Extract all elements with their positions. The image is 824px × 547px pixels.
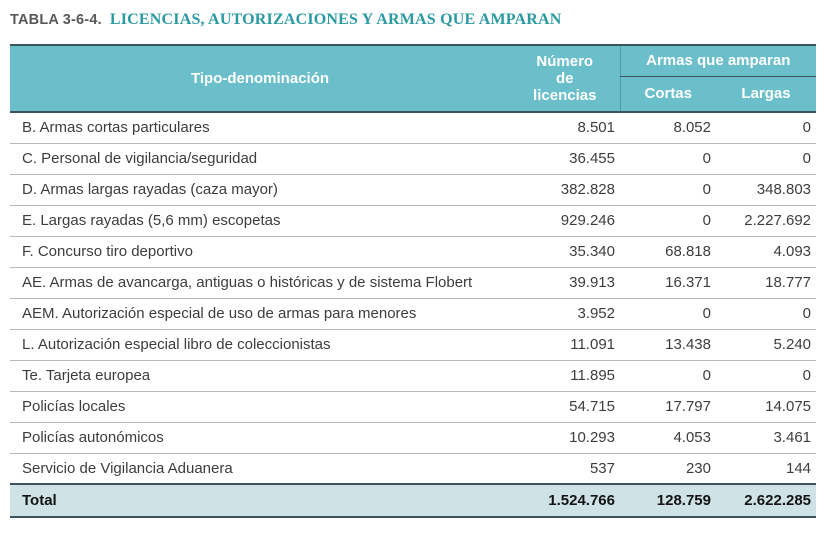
total-licencias-cell: 1.524.766: [510, 483, 620, 518]
row-label-cell: Policías locales: [10, 391, 510, 423]
licencias-cell: 11.091: [510, 329, 620, 361]
cortas-cell: 16.371: [620, 267, 716, 299]
cortas-cell: 0: [620, 174, 716, 206]
total-cortas-cell: 128.759: [620, 483, 716, 518]
largas-cell: 0: [716, 111, 817, 144]
table-number-label: TABLA 3-6-4.: [10, 12, 102, 28]
cortas-cell: 8.052: [620, 111, 716, 144]
largas-cell: 0: [716, 143, 817, 175]
cortas-cell: 230: [620, 453, 716, 485]
cortas-cell: 0: [620, 298, 716, 330]
table-row: C. Personal de vigilancia/seguridad 36.45…: [10, 143, 817, 175]
table-row: AEM. Autorización especial de uso de arm…: [10, 298, 817, 330]
licencias-cell: 3.952: [510, 298, 620, 330]
header-numero-licencias: Número de licencias: [510, 45, 620, 112]
licencias-cell: 36.455: [510, 143, 620, 175]
table-body: B. Armas cortas particulares 8.501 8.052 0 C…: [10, 111, 817, 485]
page: TABLA 3-6-4. LICENCIAS, AUTORIZACIONES Y…: [10, 8, 817, 518]
table-row: Policías autonómicos 10.293 4.053 3.461: [10, 422, 817, 454]
table-row: Servicio de Vigilancia Aduanera 537 230 144: [10, 453, 817, 485]
table-row: Te. Tarjeta europea 11.895 0 0: [10, 360, 817, 392]
cortas-cell: 0: [620, 360, 716, 392]
header-cortas: Cortas: [619, 76, 716, 112]
row-label-cell: Servicio de Vigilancia Aduanera: [10, 453, 510, 485]
header-tipo-denominacion: Tipo-denominación: [10, 45, 510, 112]
row-label-cell: AE. Armas de avancarga, antiguas o histó…: [10, 267, 510, 299]
table-footer: Total 1.524.766 128.759 2.622.285: [10, 483, 817, 518]
cortas-cell: 13.438: [620, 329, 716, 361]
header-largas: Largas: [716, 76, 817, 112]
licencias-cell: 54.715: [510, 391, 620, 423]
page-title: LICENCIAS, AUTORIZACIONES Y ARMAS QUE AM…: [109, 11, 562, 28]
table-row: D. Armas largas rayadas (caza mayor) 382.…: [10, 174, 817, 206]
row-label-cell: B. Armas cortas particulares: [10, 111, 510, 144]
largas-cell: 3.461: [716, 422, 817, 454]
table-row: F. Concurso tiro deportivo 35.340 68.818 4.…: [10, 236, 817, 268]
licencias-cell: 537: [510, 453, 620, 485]
row-label-cell: L. Autorización especial libro de colecc…: [10, 329, 510, 361]
total-row: Total 1.524.766 128.759 2.622.285: [10, 483, 817, 518]
row-label-cell: C. Personal de vigilancia/seguridad: [10, 143, 510, 175]
licencias-cell: 382.828: [510, 174, 620, 206]
row-label-cell: AEM. Autorización especial de uso de arm…: [10, 298, 510, 330]
licencias-cell: 11.895: [510, 360, 620, 392]
largas-cell: 348.803: [716, 174, 817, 206]
cortas-cell: 0: [620, 205, 716, 237]
row-label-cell: E. Largas rayadas (5,6 mm) escopetas: [10, 205, 510, 237]
cortas-cell: 0: [620, 143, 716, 175]
licencias-cell: 929.246: [510, 205, 620, 237]
table-row: Policías locales 54.715 17.797 14.075: [10, 391, 817, 423]
table-caption: TABLA 3-6-4. LICENCIAS, AUTORIZACIONES Y…: [10, 8, 816, 32]
cortas-cell: 17.797: [620, 391, 716, 423]
largas-cell: 4.093: [716, 236, 817, 268]
table-header: Tipo-denominación Número de licencias Ar…: [10, 45, 817, 112]
licenses-table: Tipo-denominación Número de licencias Ar…: [10, 44, 817, 518]
header-armas-que-amparan-group: Armas que amparan: [619, 45, 817, 77]
row-label-cell: Te. Tarjeta europea: [10, 360, 510, 392]
table-row: E. Largas rayadas (5,6 mm) escopetas 929.…: [10, 205, 817, 237]
largas-cell: 18.777: [716, 267, 817, 299]
cortas-cell: 4.053: [620, 422, 716, 454]
licencias-cell: 8.501: [510, 111, 620, 144]
total-label-cell: Total: [10, 483, 510, 518]
table-row: L. Autorización especial libro de colecc…: [10, 329, 817, 361]
largas-cell: 0: [716, 298, 817, 330]
largas-cell: 0: [716, 360, 817, 392]
row-label-cell: Policías autonómicos: [10, 422, 510, 454]
largas-cell: 144: [716, 453, 817, 485]
row-label-cell: D. Armas largas rayadas (caza mayor): [10, 174, 510, 206]
licencias-cell: 35.340: [510, 236, 620, 268]
licencias-cell: 39.913: [510, 267, 620, 299]
largas-cell: 2.227.692: [716, 205, 817, 237]
table-row: AE. Armas de avancarga, antiguas o histó…: [10, 267, 817, 299]
header-numero-licencias-text: Número de licencias: [533, 53, 597, 104]
total-largas-cell: 2.622.285: [716, 483, 817, 518]
cortas-cell: 68.818: [620, 236, 716, 268]
table-row: B. Armas cortas particulares 8.501 8.052 0: [10, 111, 817, 144]
row-label-cell: F. Concurso tiro deportivo: [10, 236, 510, 268]
largas-cell: 14.075: [716, 391, 817, 423]
largas-cell: 5.240: [716, 329, 817, 361]
licencias-cell: 10.293: [510, 422, 620, 454]
